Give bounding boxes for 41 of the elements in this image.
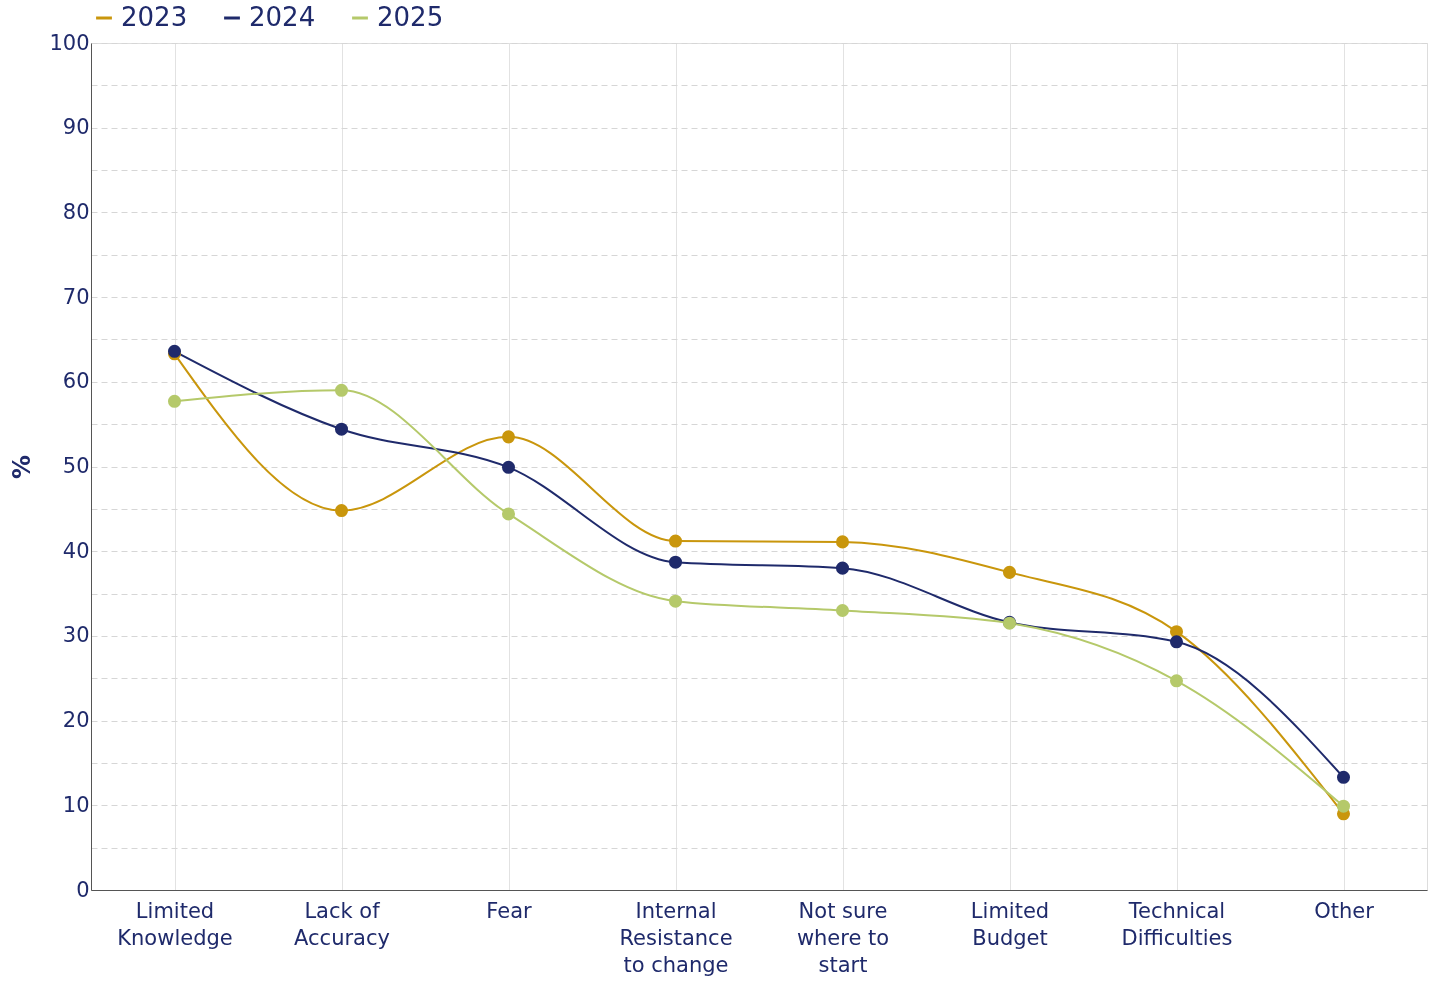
point bbox=[501, 460, 516, 474]
y-axis-title: % bbox=[8, 454, 37, 480]
y-tick-label: 70 bbox=[62, 284, 90, 309]
point bbox=[167, 394, 182, 408]
legend-label: 2023 bbox=[121, 2, 188, 32]
point bbox=[1336, 799, 1351, 813]
x-tick-label: Internal Resistance to change bbox=[619, 898, 733, 977]
y-tick-label: 100 bbox=[49, 30, 90, 55]
x-tick-label: Technical Difficulties bbox=[1121, 898, 1233, 950]
x-tick-label: Other bbox=[1314, 898, 1375, 923]
y-tick-label: 30 bbox=[62, 623, 90, 648]
x-tick-label: Fear bbox=[486, 898, 533, 923]
point bbox=[668, 534, 683, 548]
point bbox=[835, 603, 850, 617]
point bbox=[835, 561, 850, 575]
y-tick-label: 80 bbox=[62, 199, 90, 224]
y-tick-label: 20 bbox=[62, 708, 90, 733]
point bbox=[1169, 635, 1184, 649]
point bbox=[1336, 770, 1351, 784]
point bbox=[668, 555, 683, 569]
y-tick-label: 50 bbox=[62, 454, 90, 478]
point bbox=[334, 422, 349, 436]
x-tick-label: Limited Knowledge bbox=[117, 898, 233, 950]
x-tick-label: Not sure where to start bbox=[796, 898, 890, 977]
y-tick-label: 10 bbox=[62, 792, 90, 817]
legend-label: 2025 bbox=[377, 2, 444, 32]
point bbox=[334, 383, 349, 397]
point bbox=[1169, 674, 1184, 688]
point bbox=[334, 504, 349, 518]
point bbox=[1002, 565, 1017, 579]
point bbox=[501, 430, 516, 444]
x-tick-label: Lack of Accuracy bbox=[294, 898, 390, 950]
point bbox=[835, 535, 850, 549]
point bbox=[501, 507, 516, 521]
y-tick-label: 90 bbox=[62, 115, 90, 140]
x-tick-label: Limited Budget bbox=[970, 898, 1050, 950]
y-tick-label: 0 bbox=[76, 877, 90, 902]
y-tick-label: 60 bbox=[62, 369, 90, 394]
point bbox=[668, 594, 683, 608]
legend-label: 2024 bbox=[249, 2, 316, 32]
y-tick-label: 40 bbox=[62, 538, 90, 563]
